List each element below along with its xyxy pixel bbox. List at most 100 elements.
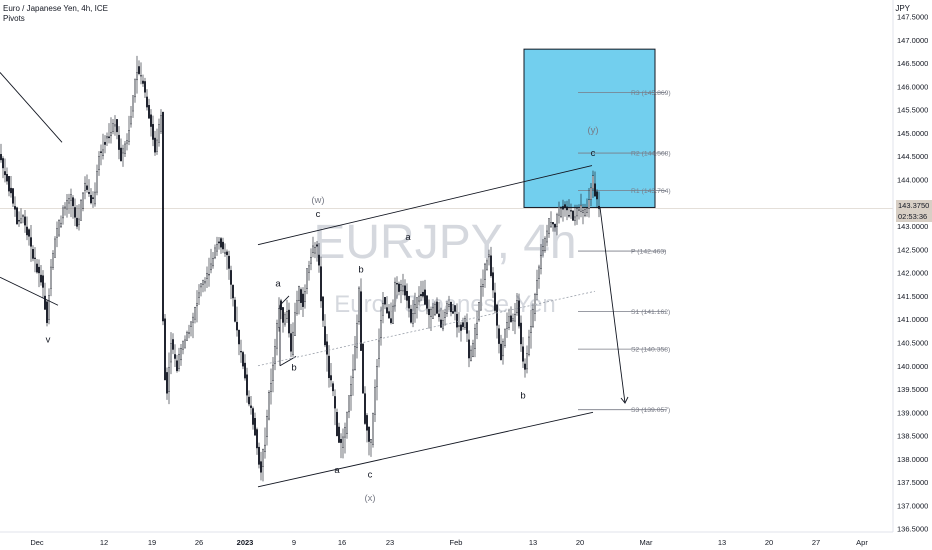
candle-body: [368, 426, 370, 442]
target-zone-box[interactable]: [523, 48, 656, 208]
candle-body: [232, 285, 234, 299]
price-tick-label: 144.0000: [897, 176, 928, 185]
candle-body: [96, 171, 98, 193]
candle-body: [130, 116, 132, 125]
candle-body: [456, 313, 458, 328]
candle-body: [194, 307, 196, 320]
candle-body: [350, 384, 352, 397]
candle-body: [428, 308, 430, 316]
trendline[interactable]: [599, 207, 626, 404]
candle-body: [406, 291, 408, 301]
trendline[interactable]: [279, 295, 290, 306]
candle-body: [322, 296, 324, 321]
candle-body: [74, 207, 76, 218]
candle-body: [548, 218, 550, 234]
candle-body: [344, 427, 346, 438]
time-tick-label: 26: [195, 538, 203, 547]
price-tick-label: 141.5000: [897, 292, 928, 301]
candle-body: [478, 302, 480, 321]
candle-body: [32, 249, 34, 259]
candle-body: [434, 303, 436, 315]
candle-body: [278, 308, 280, 328]
candle-body: [84, 182, 86, 191]
candle-body: [242, 352, 244, 367]
trendline[interactable]: [257, 411, 594, 488]
candle-body: [332, 383, 334, 392]
price-tick-label: 147.0000: [897, 36, 928, 45]
candle-body: [170, 343, 172, 363]
candle-body: [452, 311, 454, 314]
wave-label: (y): [587, 125, 598, 136]
candle-body: [366, 415, 368, 431]
candle-body: [144, 81, 146, 93]
candle-body: [528, 336, 530, 355]
candle-body: [576, 208, 578, 217]
wave-label: b: [291, 362, 296, 373]
candle-body: [136, 72, 138, 81]
trendline[interactable]: [0, 276, 59, 306]
candle-body: [362, 343, 364, 394]
candle-body: [246, 374, 248, 396]
candle-body: [224, 252, 226, 254]
candle-body: [112, 123, 114, 132]
candle-body: [18, 220, 20, 222]
candle-body: [188, 332, 190, 334]
candle-body: [300, 289, 302, 303]
candle-body: [570, 210, 572, 212]
candle-body: [302, 293, 304, 307]
candle-body: [244, 362, 246, 379]
candle-body: [296, 300, 298, 314]
candle-body: [20, 218, 22, 223]
candle-body: [490, 255, 492, 277]
candle-body: [68, 198, 70, 204]
candle-body: [460, 324, 462, 331]
candle-body: [464, 318, 466, 328]
candle-body: [418, 295, 420, 302]
time-tick-label: Feb: [450, 538, 463, 547]
candle-body: [156, 139, 158, 152]
candle-body: [330, 375, 332, 381]
candle-body: [378, 340, 380, 359]
candle-body: [410, 308, 412, 323]
candle-body: [582, 209, 584, 214]
candle-body: [60, 222, 62, 227]
candle-body: [462, 322, 464, 327]
candle-body: [52, 253, 54, 268]
price-tick-label: 146.0000: [897, 82, 928, 91]
time-tick-label: 20: [576, 538, 584, 547]
candle-body: [394, 281, 396, 307]
indicator-name[interactable]: Pivots: [3, 14, 25, 23]
trendline[interactable]: [257, 165, 593, 246]
candle-body: [358, 287, 360, 322]
pivot-level-label: P (142.463): [631, 249, 666, 256]
candle-body: [286, 311, 288, 319]
symbol-title[interactable]: Euro / Japanese Yen, 4h, ICE: [3, 4, 108, 13]
candle-body: [494, 292, 496, 311]
candle-body: [260, 461, 262, 473]
candle-body: [316, 244, 318, 247]
wave-label: (w): [311, 195, 324, 206]
candle-body: [564, 204, 566, 209]
candle-body: [372, 412, 374, 445]
candle-body: [176, 360, 178, 372]
candle-body: [266, 416, 268, 437]
time-tick-label: 9: [292, 538, 296, 547]
candle-body: [524, 363, 526, 370]
candle-body: [374, 387, 376, 415]
candle-body: [348, 395, 350, 413]
candle-body: [110, 132, 112, 137]
price-tick-label: 142.5000: [897, 245, 928, 254]
candle-body: [182, 340, 184, 350]
candle-body: [324, 326, 326, 346]
candle-body: [424, 289, 426, 305]
candle-body: [384, 297, 386, 305]
candle-body: [64, 206, 66, 209]
candle-body: [6, 174, 8, 182]
candle-body: [326, 341, 328, 355]
candle-body: [380, 320, 382, 338]
price-tick-label: 139.0000: [897, 408, 928, 417]
trendline[interactable]: [0, 72, 63, 143]
candle-body: [186, 332, 188, 341]
